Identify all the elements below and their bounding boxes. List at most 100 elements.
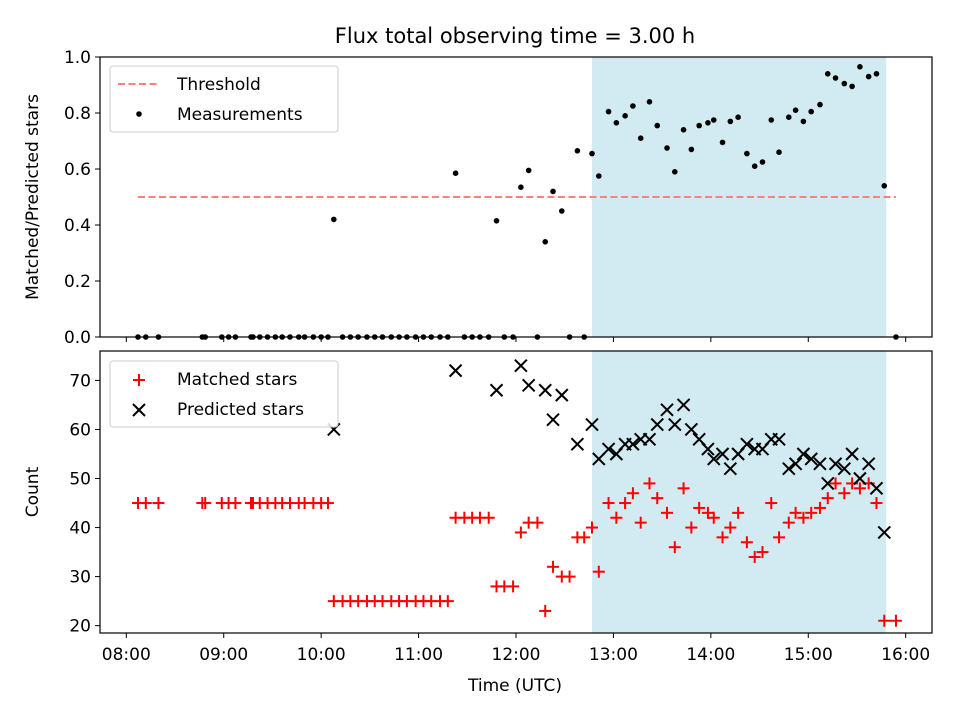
measurement-point: [696, 122, 702, 129]
matched-star-point: [585, 521, 598, 534]
measurement-point: [558, 208, 565, 214]
count-y-ticks: 20 30 40 50 60 70: [69, 371, 100, 637]
ratio-y-axis-label: Matched/Predicted stars: [23, 94, 43, 300]
predicted-star-point: [837, 461, 852, 476]
measurement-point: [759, 159, 766, 165]
measurement-point: [751, 163, 758, 169]
predicted-star-point: [813, 457, 827, 471]
matched-star-point: [547, 560, 560, 573]
y-tick-label: 40: [69, 519, 91, 539]
measurement-point: [518, 184, 524, 190]
matched-star-point: [889, 614, 902, 627]
predicted-star-point: [676, 398, 691, 412]
measurement-point: [596, 173, 602, 179]
y-tick-label: 70: [69, 371, 91, 391]
predicted-star-point: [601, 442, 616, 456]
predicted-star-point: [845, 447, 859, 461]
legend-matched-label: Matched stars: [177, 370, 297, 390]
matched-star-point: [578, 531, 591, 544]
predicted-star-point: [650, 417, 664, 432]
predicted-star-point: [821, 476, 835, 491]
legend-measurements-swatch: [136, 111, 142, 117]
matched-star-point: [602, 497, 615, 510]
measurement-point: [881, 183, 888, 189]
predicted-star-point: [740, 437, 754, 451]
measurement-point: [849, 83, 855, 90]
measurement-point: [630, 103, 636, 109]
count-legend-box: [109, 360, 339, 428]
predicted-star-point: [804, 452, 818, 466]
matched-star-point: [821, 492, 834, 505]
matched-star-point: [748, 550, 761, 563]
legend-predicted-label: Predicted stars: [177, 400, 304, 420]
matched-star-point: [878, 614, 891, 627]
predicted-star-point: [570, 437, 585, 451]
y-tick-label: 30: [69, 568, 91, 588]
measurement-point: [865, 73, 872, 80]
legend-matched-swatch: [133, 374, 145, 386]
y-tick-label: 0.8: [64, 104, 91, 124]
matched-star-point: [838, 487, 851, 500]
count-series-predicted: [327, 359, 891, 540]
ratio-axes-frame: [99, 56, 933, 338]
chart-title: Flux total observing time = 3.00 h: [335, 24, 695, 48]
predicted-star-point: [772, 432, 786, 446]
predicted-star-point: [585, 417, 599, 432]
y-tick-label: 1.0: [64, 48, 91, 68]
x-tick-label: 11:00: [394, 645, 443, 665]
matched-star-point: [152, 497, 165, 510]
x-tick-label: 12:00: [492, 645, 541, 665]
matched-star-point: [539, 604, 552, 617]
predicted-star-point: [642, 432, 657, 446]
matched-star-point: [853, 482, 866, 495]
measurement-point: [744, 150, 750, 157]
measurement-point: [672, 169, 678, 175]
matched-star-point: [507, 580, 520, 593]
predicted-star-point: [448, 363, 463, 378]
count-shaded-window: [591, 351, 887, 633]
matched-star-point: [321, 497, 334, 510]
count-series-matched: [131, 477, 902, 627]
predicted-star-point: [723, 461, 738, 476]
count-axes-frame: [99, 350, 933, 634]
measurement-point: [776, 149, 782, 155]
measurement-point: [574, 148, 581, 154]
measurement-point: [654, 122, 661, 129]
predicted-star-point: [521, 378, 536, 393]
measurement-point: [589, 150, 595, 157]
matched-star-point: [199, 497, 212, 510]
ratio-legend-box: [109, 65, 339, 133]
predicted-star-point: [701, 442, 715, 456]
predicted-star-point: [877, 525, 891, 540]
legend-measurements-label: Measurements: [177, 105, 303, 125]
measurement-point: [525, 167, 532, 174]
predicted-star-point: [546, 412, 560, 427]
predicted-star-point: [555, 388, 569, 402]
predicted-star-point: [861, 457, 876, 471]
y-tick-label: 0.4: [64, 216, 91, 236]
matched-star-point: [531, 516, 544, 529]
matched-star-point: [643, 477, 656, 490]
measurement-point: [832, 75, 839, 81]
count-legend: Matched stars Predicted stars: [109, 360, 339, 428]
count-panel: 20 30 40 50 60 70 08:00 09:00 10:00 11:00 12:00 13…: [23, 350, 933, 665]
predicted-star-point: [853, 471, 867, 486]
measurement-point: [768, 117, 775, 123]
matched-star-point: [514, 526, 527, 539]
matched-star-point: [685, 521, 698, 534]
ratio-series-measurements: [135, 64, 899, 340]
measurement-point: [646, 99, 653, 105]
matched-star-point: [789, 506, 802, 519]
matched-star-point: [661, 506, 674, 519]
measurement-point: [680, 127, 687, 133]
matched-star-point: [797, 511, 810, 524]
predicted-star-point: [796, 447, 811, 461]
x-tick-label: 15:00: [784, 645, 833, 665]
matched-star-point: [732, 506, 745, 519]
predicted-star-point: [684, 422, 699, 437]
x-tick-label: 14:00: [686, 645, 735, 665]
y-tick-label: 20: [69, 617, 91, 637]
measurement-point: [857, 64, 863, 70]
x-tick-label: 10:00: [297, 645, 346, 665]
